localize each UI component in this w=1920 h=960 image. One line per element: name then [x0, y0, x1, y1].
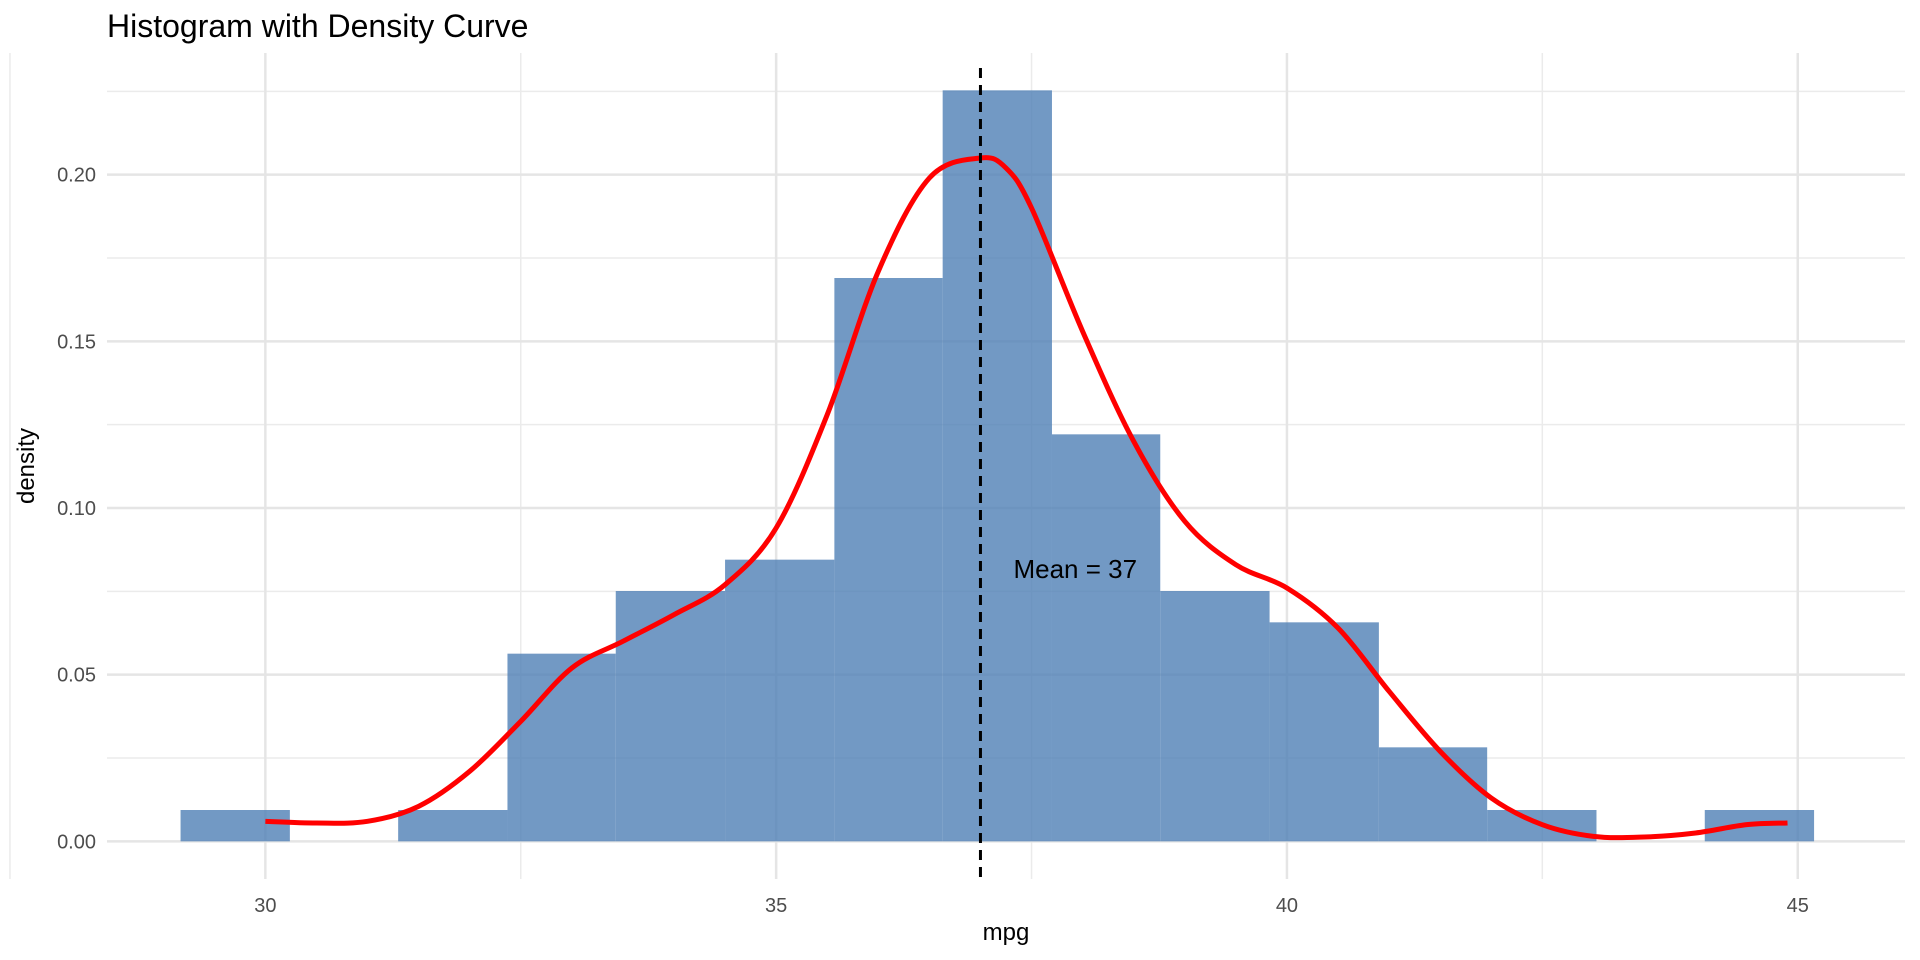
histogram-bar: [398, 810, 508, 842]
histogram-bar: [180, 810, 290, 842]
y-tick-label: 0.05: [57, 665, 96, 687]
x-tick-label: 35: [765, 895, 787, 917]
mean-annotation: Mean = 37: [1013, 554, 1137, 584]
y-tick-label: 0.20: [57, 165, 96, 187]
histogram-bar: [1269, 622, 1379, 842]
histogram-bar: [1051, 434, 1161, 842]
density-curve: [265, 155, 1788, 841]
chart-title: Histogram with Density Curve: [107, 8, 529, 44]
y-axis-ticks: 0.00 0.05 0.10 0.15 0.20: [57, 165, 96, 854]
y-axis-label: density: [13, 428, 40, 504]
histogram-bars: [180, 90, 1815, 842]
histogram-bar: [725, 559, 835, 842]
x-tick-label: 30: [254, 895, 276, 917]
x-tick-label: 40: [1276, 895, 1298, 917]
x-tick-label: 45: [1787, 895, 1809, 917]
y-tick-label: 0.00: [57, 831, 96, 853]
y-tick-label: 0.15: [57, 331, 96, 353]
x-axis-ticks: 30 35 40 45: [254, 895, 1809, 917]
histogram-bar: [1378, 747, 1488, 842]
histogram-bar: [615, 591, 726, 842]
histogram-bar: [1160, 591, 1270, 842]
histogram-bar: [942, 90, 1052, 842]
histogram-bar: [834, 278, 943, 842]
histogram-bar: [507, 653, 616, 842]
x-axis-label: mpg: [983, 919, 1030, 946]
y-tick-label: 0.10: [57, 498, 96, 520]
